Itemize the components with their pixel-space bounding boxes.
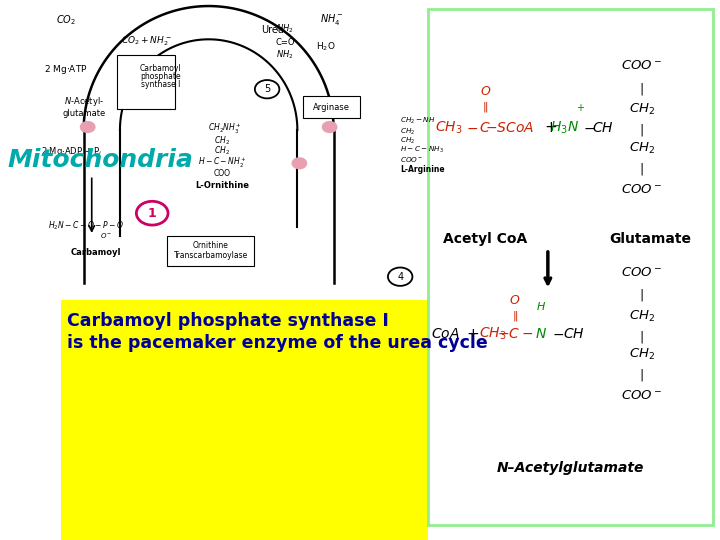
- Text: $H-C-NH_3$: $H-C-NH_3$: [400, 145, 444, 155]
- Circle shape: [292, 158, 307, 168]
- Text: $CH_2$: $CH_2$: [629, 347, 654, 362]
- Text: $CO_2 + NH_2^-$: $CO_2 + NH_2^-$: [121, 34, 171, 48]
- Text: $N$: $N$: [535, 327, 546, 341]
- Text: $CH_2$: $CH_2$: [629, 308, 654, 323]
- Text: phosphate: phosphate: [140, 72, 181, 80]
- Text: $+$: $+$: [576, 102, 585, 113]
- FancyBboxPatch shape: [303, 96, 361, 118]
- Text: $CH_2$: $CH_2$: [214, 134, 230, 147]
- Text: Carbamoyl: Carbamoyl: [140, 64, 181, 72]
- Text: Transcarbamoylase: Transcarbamoylase: [174, 251, 248, 260]
- Bar: [428, 9, 713, 525]
- Text: is the pacemaker enzyme of the urea cycle: is the pacemaker enzyme of the urea cycl…: [67, 334, 487, 352]
- Text: $-C-$: $-C-$: [497, 327, 534, 341]
- Text: $CH_2$: $CH_2$: [400, 136, 415, 146]
- Text: $-$: $-$: [552, 327, 564, 341]
- Text: $CH_2$: $CH_2$: [214, 145, 230, 158]
- Text: C=O: C=O: [276, 38, 295, 47]
- Text: $-$: $-$: [583, 121, 595, 135]
- Text: $CH_2NH_3^+$: $CH_2NH_3^+$: [208, 122, 242, 136]
- Text: $-$: $-$: [467, 121, 479, 135]
- Text: $CH_2$: $CH_2$: [629, 141, 654, 156]
- Text: $|$: $|$: [639, 123, 644, 138]
- Text: Urea: Urea: [261, 25, 284, 35]
- Text: $COO^-$: $COO^-$: [621, 266, 662, 279]
- Text: $CH$: $CH$: [562, 327, 585, 341]
- Text: $CH_3$: $CH_3$: [479, 326, 506, 342]
- Text: COO: COO: [213, 170, 230, 178]
- Text: L-Arginine: L-Arginine: [400, 165, 445, 174]
- FancyBboxPatch shape: [168, 236, 254, 266]
- Text: H$_2$O: H$_2$O: [316, 40, 336, 53]
- Text: $CoA$: $CoA$: [431, 327, 460, 341]
- Text: L-Ornithine: L-Ornithine: [195, 181, 249, 191]
- Text: Glutamate: Glutamate: [609, 232, 691, 246]
- Text: 1: 1: [148, 207, 156, 220]
- Text: $CH_2-NH$: $CH_2-NH$: [400, 116, 436, 126]
- Text: $H_3N$: $H_3N$: [550, 119, 580, 136]
- Text: Mitochondria: Mitochondria: [7, 148, 193, 172]
- Text: Carbamoyl phosphate synthase I: Carbamoyl phosphate synthase I: [67, 312, 389, 330]
- Text: $CH_3$: $CH_3$: [435, 119, 462, 136]
- Text: $H_2N-C-O-P-O$: $H_2N-C-O-P-O$: [48, 219, 124, 232]
- Text: $NH_2$: $NH_2$: [276, 23, 294, 35]
- Text: $\Vert$: $\Vert$: [512, 309, 518, 323]
- Text: $O$: $O$: [480, 85, 491, 98]
- Text: $COO^-$: $COO^-$: [621, 389, 662, 402]
- Text: 2 Mg$\cdot$ATP: 2 Mg$\cdot$ATP: [44, 63, 87, 76]
- Text: $|$: $|$: [639, 81, 644, 97]
- Text: $COO^-$: $COO^-$: [621, 183, 662, 196]
- Text: $+$: $+$: [466, 327, 479, 342]
- Text: $-SCoA$: $-SCoA$: [485, 121, 534, 135]
- Text: $|$: $|$: [639, 161, 644, 177]
- Text: 2 Mg$\cdot$ADP + P$_i$: 2 Mg$\cdot$ADP + P$_i$: [41, 145, 102, 158]
- Text: 5: 5: [264, 84, 270, 94]
- Text: $O^-$: $O^-$: [99, 231, 112, 240]
- Text: $COO^-$: $COO^-$: [621, 59, 662, 72]
- Text: $CH$: $CH$: [593, 121, 614, 135]
- Text: glutamate: glutamate: [62, 109, 105, 118]
- Text: $CH_2$: $CH_2$: [629, 102, 654, 117]
- Text: synthase I: synthase I: [140, 80, 180, 89]
- Circle shape: [81, 122, 95, 132]
- Text: 4: 4: [397, 272, 403, 282]
- Text: Acetyl CoA: Acetyl CoA: [443, 232, 528, 246]
- Text: Arginase: Arginase: [313, 103, 350, 112]
- Bar: [61, 300, 428, 540]
- Text: Carbamoyl: Carbamoyl: [71, 248, 121, 257]
- FancyBboxPatch shape: [117, 55, 175, 109]
- Text: $CO_2$: $CO_2$: [55, 13, 76, 26]
- Text: Ornithine: Ornithine: [193, 241, 229, 250]
- Text: N–Acetylglutamate: N–Acetylglutamate: [497, 461, 644, 475]
- Text: $C$: $C$: [480, 121, 491, 135]
- Text: $+$: $+$: [544, 120, 557, 136]
- Text: $NH_2$: $NH_2$: [276, 48, 294, 60]
- Text: $N$-Acetyl-: $N$-Acetyl-: [63, 95, 104, 108]
- Text: $|$: $|$: [639, 367, 644, 383]
- Text: $NH_4^-$: $NH_4^-$: [320, 12, 343, 27]
- Text: $|$: $|$: [639, 329, 644, 345]
- Text: $\Vert$: $\Vert$: [482, 100, 488, 114]
- Text: $CH_2$: $CH_2$: [400, 126, 415, 137]
- Text: $H$: $H$: [536, 300, 546, 312]
- Text: $|$: $|$: [639, 287, 644, 303]
- Text: $H-C-NH_2^+$: $H-C-NH_2^+$: [197, 156, 246, 170]
- Text: $O$: $O$: [510, 294, 521, 307]
- Circle shape: [323, 122, 337, 132]
- Text: $COO^-$: $COO^-$: [400, 155, 424, 164]
